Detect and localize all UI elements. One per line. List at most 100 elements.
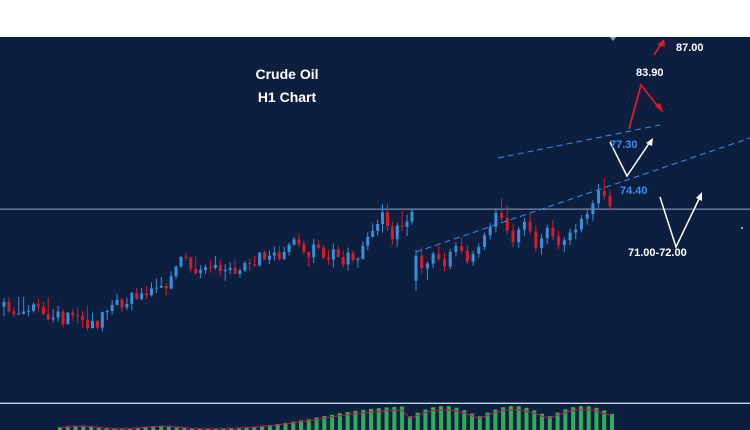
candle-body	[115, 299, 119, 305]
title-line-2: H1 Chart	[258, 89, 317, 105]
histogram-bar	[400, 406, 405, 430]
histogram-bar	[571, 407, 576, 430]
red-arrow-down-icon	[628, 83, 661, 130]
candle-body	[149, 288, 153, 296]
histogram-bar	[306, 419, 311, 430]
histogram-bar	[407, 416, 412, 430]
histogram-bar	[516, 406, 521, 430]
label-74-40: 74.40	[620, 185, 648, 197]
projection-arrows	[609, 39, 702, 250]
candle-body	[12, 311, 16, 315]
histogram-bar	[361, 409, 366, 430]
candle-body	[125, 303, 129, 308]
candle-body	[86, 320, 90, 329]
candle-body	[179, 256, 183, 267]
histogram-bar	[182, 427, 187, 430]
histogram-bar	[337, 413, 342, 430]
histogram-bar	[438, 406, 443, 430]
candle-body	[189, 257, 193, 269]
candle-body	[410, 211, 414, 222]
candle-body	[174, 266, 178, 277]
candle-body	[204, 267, 208, 270]
candle-body	[420, 255, 424, 269]
candle-body	[2, 302, 6, 307]
label-87: 87.00	[676, 42, 704, 54]
chart-title: Crude Oil H1 Chart	[255, 66, 318, 105]
candle-body	[431, 253, 435, 264]
candle-body	[534, 231, 538, 248]
candle-body	[145, 293, 149, 296]
histogram-bar	[524, 407, 529, 430]
channel-lower-line	[415, 137, 750, 253]
candle-body	[194, 268, 198, 274]
candle-body	[568, 232, 572, 241]
candle-body	[140, 293, 144, 300]
candle-body	[465, 250, 469, 262]
candle-body	[46, 314, 50, 320]
candle-body	[511, 230, 515, 243]
histogram-bar	[477, 416, 482, 430]
red-arrowhead-down-icon	[655, 103, 664, 113]
histogram-bar	[330, 414, 335, 430]
candle-body	[135, 292, 139, 300]
candle-body	[51, 317, 55, 320]
price-panel-background	[0, 37, 750, 403]
candle-body	[405, 221, 409, 227]
histogram-bar	[127, 428, 132, 430]
histogram-bar	[236, 427, 241, 430]
candle-body	[477, 247, 481, 254]
candle-body	[71, 312, 75, 316]
candle-body	[56, 311, 60, 318]
candle-body	[602, 190, 606, 196]
histogram-bar	[283, 422, 288, 430]
candle-body	[258, 252, 262, 266]
candle-body	[545, 227, 549, 239]
histogram-bar	[104, 427, 109, 430]
histogram-bar	[96, 426, 101, 430]
candle-body	[390, 226, 394, 240]
candle-body	[22, 311, 26, 314]
candle-body	[448, 251, 452, 267]
histogram-bar	[58, 427, 62, 430]
candle-body	[243, 263, 247, 271]
histogram-bar	[392, 406, 397, 430]
candle-body	[336, 249, 340, 258]
candle-body	[110, 304, 114, 312]
histogram-bar	[610, 413, 614, 430]
candle-body	[400, 225, 404, 227]
candle-body	[238, 270, 242, 274]
histogram-bar	[586, 406, 591, 430]
candle-body	[361, 245, 365, 259]
candle-body	[31, 304, 35, 311]
candle-body	[66, 312, 70, 325]
candle-body	[557, 236, 561, 246]
histogram-bar	[555, 412, 560, 430]
candle-body	[130, 292, 134, 304]
histogram-bar	[112, 428, 117, 430]
histogram-bar	[159, 425, 164, 430]
candle-body	[346, 252, 350, 265]
candle-body	[287, 244, 291, 252]
candle-body	[302, 244, 306, 253]
candle-body	[154, 287, 158, 289]
candle-body	[292, 239, 296, 245]
histogram-bar	[345, 412, 350, 430]
title-line-1: Crude Oil	[255, 66, 318, 82]
candle-body	[90, 320, 94, 329]
candle-body	[597, 190, 601, 204]
candle-body	[562, 240, 566, 246]
candle-body	[218, 264, 222, 272]
candle-body	[199, 269, 203, 274]
histogram-bar	[166, 425, 171, 430]
histogram-bar	[135, 427, 140, 430]
candle-body	[517, 229, 521, 243]
candle-body	[169, 276, 173, 289]
histogram-bar	[415, 412, 420, 430]
candle-body	[326, 257, 330, 260]
candle-body	[551, 227, 555, 237]
histogram-bar	[205, 428, 210, 430]
histogram-bar	[508, 406, 513, 430]
top-marker-icon	[610, 37, 616, 41]
histogram-bar	[501, 407, 506, 430]
candles-group	[2, 178, 612, 332]
